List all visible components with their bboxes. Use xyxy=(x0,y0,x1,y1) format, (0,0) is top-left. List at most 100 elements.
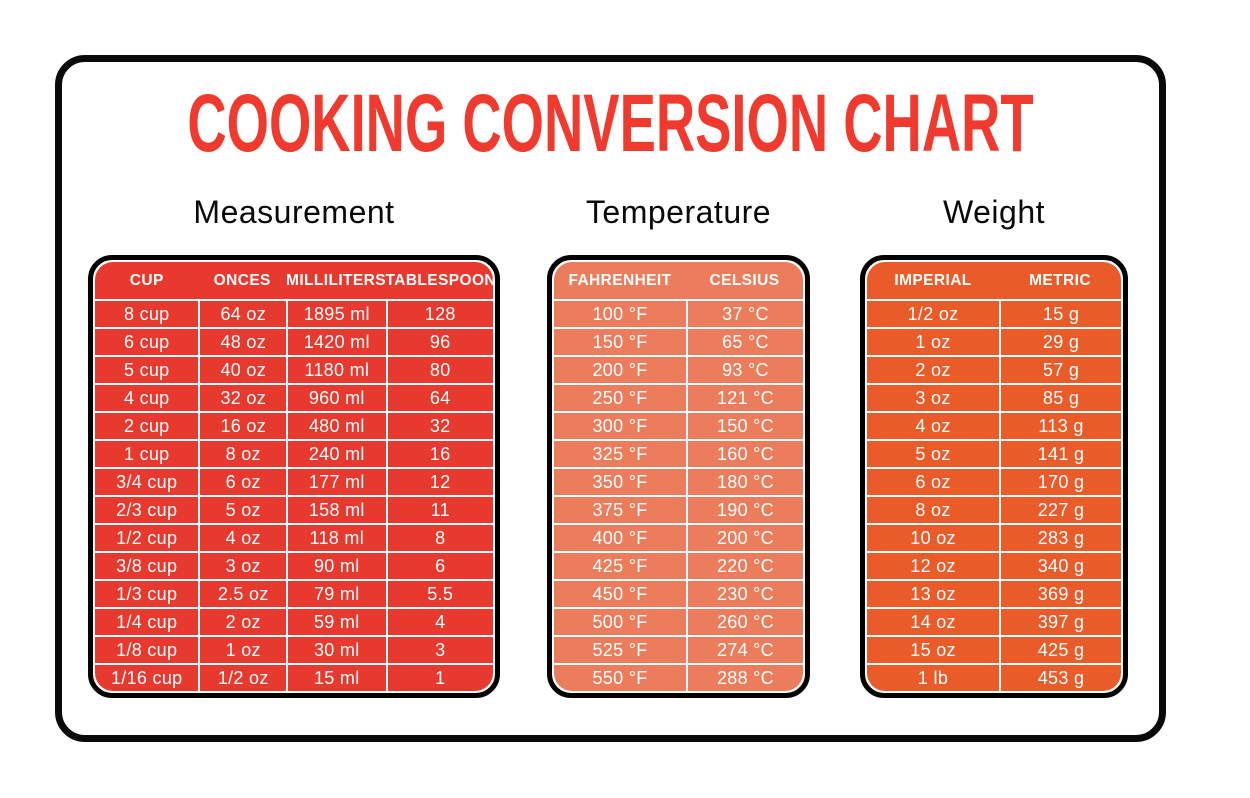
table-cell: 500 °F xyxy=(592,611,648,632)
table-cell: 1 lb xyxy=(917,667,949,688)
table-row: 2/3 cup 5 oz 158 ml 11 xyxy=(95,495,493,523)
measurement-header-row: CUP ONCES MILLILITERSTABLESPOONS xyxy=(95,262,493,299)
table-cell: 480 ml xyxy=(286,413,386,439)
table-cell: 227 g xyxy=(999,497,1121,523)
chart-title: COOKING CONVERSION CHART xyxy=(187,76,1034,170)
weight-section: Weight IMPERIAL METRIC 1/2 oz 15 g 1 oz 29 g… xyxy=(860,192,1128,698)
table-cell: 113 g xyxy=(999,413,1121,439)
table-cell: 425 g xyxy=(999,637,1121,663)
table-row: 1 lb 453 g xyxy=(867,663,1121,691)
table-row: 250 °F 121 °C xyxy=(554,383,803,411)
table-cell: 13 oz xyxy=(910,583,956,604)
table-cell: 375 °F xyxy=(592,499,648,520)
table-row: 5 cup 40 oz 1180 ml 80 xyxy=(95,355,493,383)
table-row: 12 oz 340 g xyxy=(867,551,1121,579)
table-cell: 3 xyxy=(385,637,493,663)
weight-section-title: Weight xyxy=(942,194,1045,230)
table-row: 3/8 cup 3 oz 90 ml 6 xyxy=(95,551,493,579)
table-cell: 4 cup xyxy=(123,387,170,408)
column-header: TABLESPOONS xyxy=(385,271,493,289)
table-cell: 400 °F xyxy=(592,527,648,548)
table-cell: 369 g xyxy=(999,581,1121,607)
table-row: 450 °F 230 °C xyxy=(554,579,803,607)
table-cell: 200 °C xyxy=(685,525,803,551)
table-cell: 240 ml xyxy=(286,441,386,467)
temperature-rows: 100 °F 37 °C 150 °F 65 °C 200 °F 93 °C 250 °F 1… xyxy=(554,299,803,691)
table-cell: 1 oz xyxy=(915,331,951,352)
table-cell: 29 g xyxy=(999,329,1121,355)
table-cell: 1/8 cup xyxy=(116,639,178,660)
measurement-rows: 8 cup 64 oz 1895 ml 128 6 cup 48 oz 1420 ml 96 5… xyxy=(95,299,493,691)
table-cell: 48 oz xyxy=(198,329,286,355)
table-row: 500 °F 260 °C xyxy=(554,607,803,635)
chart-frame: COOKING CONVERSION CHART Measurement CUP… xyxy=(55,55,1166,742)
table-cell: 260 °C xyxy=(685,609,803,635)
table-row: 13 oz 369 g xyxy=(867,579,1121,607)
column-header: ONCES xyxy=(213,271,271,289)
temperature-section-title: Temperature xyxy=(585,194,772,230)
table-cell: 40 oz xyxy=(198,357,286,383)
table-cell: 220 °C xyxy=(685,553,803,579)
table-cell: 1 xyxy=(385,665,493,691)
table-cell: 2.5 oz xyxy=(198,581,286,607)
column-header: CUP xyxy=(129,271,164,289)
temperature-header-row: FAHRENHEIT CELSIUS xyxy=(554,262,803,299)
table-cell: 100 °F xyxy=(592,303,648,324)
table-cell: 32 xyxy=(385,413,493,439)
table-cell: 1/16 cup xyxy=(111,667,183,688)
table-row: 200 °F 93 °C xyxy=(554,355,803,383)
table-cell: 8 oz xyxy=(915,499,951,520)
table-row: 1/2 cup 4 oz 118 ml 8 xyxy=(95,523,493,551)
table-cell: 1895 ml xyxy=(286,301,386,327)
table-cell: 30 ml xyxy=(286,637,386,663)
temperature-section: Temperature FAHRENHEIT CELSIUS 100 °F 37 °… xyxy=(547,192,810,698)
table-cell: 79 ml xyxy=(286,581,386,607)
table-cell: 14 oz xyxy=(910,611,956,632)
column-header: METRIC xyxy=(1029,271,1091,289)
table-row: 10 oz 283 g xyxy=(867,523,1121,551)
table-cell: 1/2 oz xyxy=(198,665,286,691)
table-cell: 4 xyxy=(385,609,493,635)
table-cell: 288 °C xyxy=(685,665,803,691)
table-cell: 57 g xyxy=(999,357,1121,383)
table-row: 2 cup 16 oz 480 ml 32 xyxy=(95,411,493,439)
table-cell: 1/4 cup xyxy=(116,611,178,632)
weight-table-body: IMPERIAL METRIC 1/2 oz 15 g 1 oz 29 g 2 oz 57 … xyxy=(867,262,1121,691)
table-cell: 325 °F xyxy=(592,443,648,464)
column-header: CELSIUS xyxy=(709,271,780,289)
table-cell: 150 °C xyxy=(685,413,803,439)
table-row: 150 °F 65 °C xyxy=(554,327,803,355)
weight-rows: 1/2 oz 15 g 1 oz 29 g 2 oz 57 g 3 oz 85 g 4 oz 11… xyxy=(867,299,1121,691)
table-row: 1/2 oz 15 g xyxy=(867,299,1121,327)
table-row: 425 °F 220 °C xyxy=(554,551,803,579)
measurement-section: Measurement CUP ONCES MILLILITERS TABLESPOO… xyxy=(88,192,500,698)
table-cell: 2 oz xyxy=(198,609,286,635)
table-row: 525 °F 274 °C xyxy=(554,635,803,663)
table-cell: 4 oz xyxy=(198,525,286,551)
table-row: 2 oz 57 g xyxy=(867,355,1121,383)
table-row: 350 °F 180 °C xyxy=(554,467,803,495)
table-cell: 96 xyxy=(385,329,493,355)
temperature-table: FAHRENHEIT CELSIUS 100 °F 37 °C 150 °F 65 °C… xyxy=(547,255,810,698)
table-cell: 64 oz xyxy=(198,301,286,327)
table-cell: 32 oz xyxy=(198,385,286,411)
table-row: 4 cup 32 oz 960 ml 64 xyxy=(95,383,493,411)
table-cell: 8 xyxy=(385,525,493,551)
table-cell: 1180 ml xyxy=(286,357,386,383)
table-cell: 1420 ml xyxy=(286,329,386,355)
weight-table: IMPERIAL METRIC 1/2 oz 15 g 1 oz 29 g 2 oz 57 … xyxy=(860,255,1128,698)
table-cell: 525 °F xyxy=(592,639,648,660)
table-row: 550 °F 288 °C xyxy=(554,663,803,691)
table-cell: 65 °C xyxy=(685,329,803,355)
table-cell: 250 °F xyxy=(592,387,648,408)
table-row: 300 °F 150 °C xyxy=(554,411,803,439)
table-cell: 15 g xyxy=(999,301,1121,327)
table-row: 8 cup 64 oz 1895 ml 128 xyxy=(95,299,493,327)
table-cell: 1 oz xyxy=(198,637,286,663)
table-cell: 5 oz xyxy=(915,443,951,464)
table-cell: 141 g xyxy=(999,441,1121,467)
table-cell: 59 ml xyxy=(286,609,386,635)
column-header: MILLILITERS xyxy=(286,271,386,289)
